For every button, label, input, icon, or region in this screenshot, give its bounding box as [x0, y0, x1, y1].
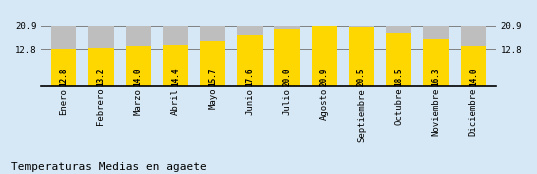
Bar — [126, 26, 151, 86]
Text: 20.9: 20.9 — [320, 67, 329, 86]
Bar — [237, 26, 263, 86]
Bar — [88, 26, 114, 86]
Bar — [461, 26, 486, 86]
Bar — [461, 46, 486, 86]
Text: 15.7: 15.7 — [208, 67, 217, 86]
Bar — [51, 26, 76, 86]
Text: 14.4: 14.4 — [171, 67, 180, 86]
Bar — [200, 41, 226, 86]
Bar — [163, 45, 188, 86]
Text: 13.2: 13.2 — [97, 67, 105, 86]
Bar — [349, 26, 374, 86]
Text: 12.8: 12.8 — [59, 67, 68, 86]
Bar — [311, 26, 337, 86]
Bar — [274, 29, 300, 86]
Bar — [200, 26, 226, 86]
Bar — [311, 26, 337, 86]
Text: Temperaturas Medias en agaete: Temperaturas Medias en agaete — [11, 162, 207, 172]
Bar — [423, 26, 449, 86]
Text: 14.0: 14.0 — [134, 67, 143, 86]
Text: 20.5: 20.5 — [357, 67, 366, 86]
Text: 18.5: 18.5 — [394, 67, 403, 86]
Bar — [386, 33, 411, 86]
Bar — [386, 26, 411, 86]
Text: 14.0: 14.0 — [469, 67, 478, 86]
Bar — [88, 48, 114, 86]
Bar — [51, 49, 76, 86]
Bar — [237, 35, 263, 86]
Bar — [126, 46, 151, 86]
Bar — [274, 26, 300, 86]
Text: 16.3: 16.3 — [432, 67, 440, 86]
Bar — [163, 26, 188, 86]
Text: 20.0: 20.0 — [282, 67, 292, 86]
Bar — [349, 27, 374, 86]
Text: 17.6: 17.6 — [245, 67, 255, 86]
Bar — [423, 39, 449, 86]
